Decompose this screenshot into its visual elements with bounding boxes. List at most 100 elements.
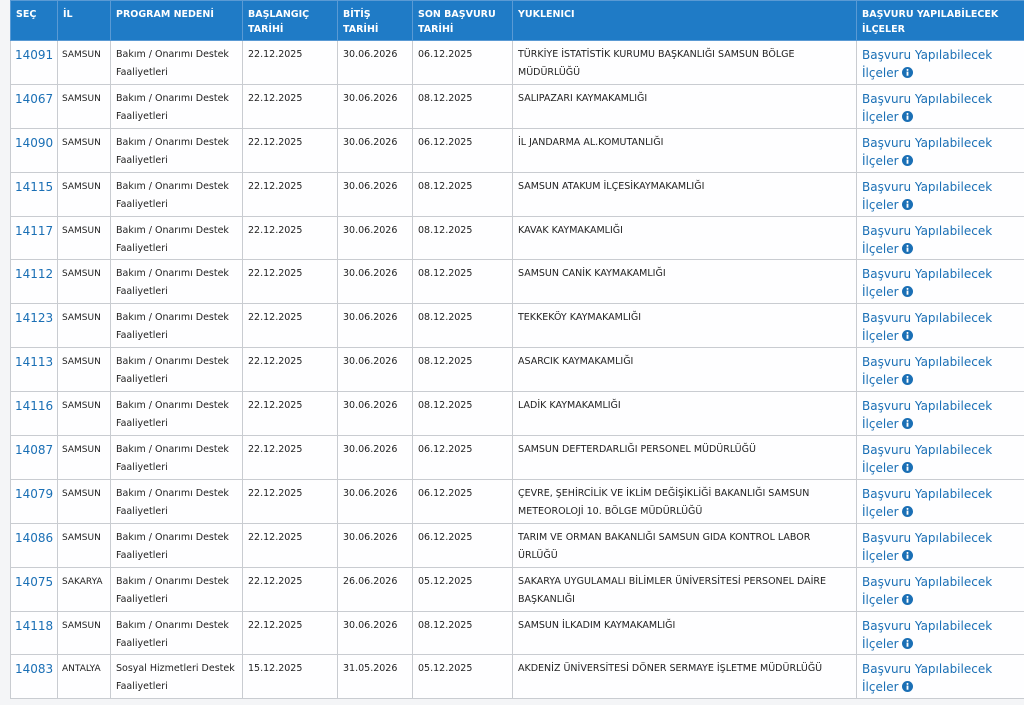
end-date-cell: 30.06.2026 bbox=[337, 391, 413, 437]
districts-link-cell: Başvuru Yapılabilecek İlçeler bbox=[856, 654, 1024, 700]
table-container: SEÇ İL PROGRAM NEDENİ BAŞLANGIÇ TARİHİ BİTİŞ… bbox=[10, 0, 1024, 700]
info-icon[interactable] bbox=[901, 286, 913, 298]
row-id[interactable]: 14115 bbox=[15, 179, 54, 194]
info-icon[interactable] bbox=[901, 462, 913, 474]
province: SAMSUN bbox=[62, 313, 101, 324]
info-icon[interactable] bbox=[901, 110, 913, 122]
deadline: 08.12.2025 bbox=[418, 224, 473, 236]
end-date-cell: 30.06.2026 bbox=[337, 259, 413, 305]
start-date-cell: 22.12.2025 bbox=[242, 83, 338, 129]
row-id[interactable]: 14079 bbox=[15, 486, 54, 501]
row-id[interactable]: 14118 bbox=[15, 618, 54, 633]
row-id-cell: 14087 bbox=[10, 435, 58, 480]
info-icon[interactable] bbox=[901, 330, 913, 342]
start-date-cell: 22.12.2025 bbox=[242, 40, 338, 85]
districts-link[interactable]: Başvuru Yapılabilecek İlçeler bbox=[862, 223, 993, 256]
row-id[interactable]: 14090 bbox=[15, 135, 54, 150]
districts-link[interactable]: Başvuru Yapılabilecek İlçeler bbox=[862, 574, 993, 607]
contractor-cell: SAMSUN İLKADIM KAYMAKAMLIĞI bbox=[512, 610, 857, 656]
districts-link[interactable]: Başvuru Yapılabilecek İlçeler bbox=[862, 399, 993, 432]
province: SAMSUN bbox=[62, 445, 101, 456]
start-date: 22.12.2025 bbox=[248, 444, 303, 456]
table-row: 14113 SAMSUN Bakım / Onarımı Destek Faaliy… bbox=[10, 347, 1024, 393]
program-reason: Sosyal Hizmetleri Destek Faaliyetleri bbox=[116, 663, 235, 693]
districts-link[interactable]: Başvuru Yapılabilecek İlçeler bbox=[862, 443, 993, 476]
info-icon[interactable] bbox=[901, 593, 913, 605]
deadline: 08.12.2025 bbox=[418, 619, 473, 631]
row-id[interactable]: 14116 bbox=[15, 399, 54, 414]
info-icon[interactable] bbox=[901, 242, 913, 254]
districts-link[interactable]: Başvuru Yapılabilecek İlçeler bbox=[862, 311, 993, 344]
column-header[interactable]: BİTİŞ TARİHİ bbox=[337, 0, 413, 41]
start-date-cell: 22.12.2025 bbox=[242, 215, 338, 261]
districts-link[interactable]: Başvuru Yapılabilecek İlçeler bbox=[862, 530, 993, 563]
districts-link[interactable]: Başvuru Yapılabilecek İlçeler bbox=[862, 355, 993, 388]
column-header[interactable]: İL bbox=[57, 0, 111, 41]
contractor: LADİK KAYMAKAMLIĞI bbox=[518, 400, 621, 412]
row-id[interactable]: 14087 bbox=[15, 443, 54, 458]
info-icon[interactable] bbox=[901, 681, 913, 693]
info-icon[interactable] bbox=[901, 198, 913, 210]
end-date-cell: 30.06.2026 bbox=[337, 83, 413, 129]
row-id[interactable]: 14123 bbox=[15, 311, 54, 326]
districts-link[interactable]: Başvuru Yapılabilecek İlçeler bbox=[862, 135, 993, 168]
start-date-cell: 22.12.2025 bbox=[242, 522, 338, 568]
row-id[interactable]: 14113 bbox=[15, 355, 54, 370]
deadline-cell: 06.12.2025 bbox=[412, 127, 513, 173]
column-header[interactable]: BAŞLANGIÇ TARİHİ bbox=[242, 0, 338, 41]
column-header[interactable]: BAŞVURU YAPILABİLECEK İLÇELER bbox=[856, 0, 1024, 41]
districts-link[interactable]: Başvuru Yapılabilecek İlçeler bbox=[862, 179, 993, 212]
table-row: 14123 SAMSUN Bakım / Onarımı Destek Faaliy… bbox=[10, 303, 1024, 349]
end-date: 31.05.2026 bbox=[343, 663, 398, 675]
districts-link[interactable]: Başvuru Yapılabilecek İlçeler bbox=[862, 662, 993, 695]
program-reason: Bakım / Onarımı Destek Faaliyetleri bbox=[116, 180, 229, 210]
row-id-cell: 14118 bbox=[10, 610, 58, 656]
row-id[interactable]: 14117 bbox=[15, 223, 54, 238]
start-date: 22.12.2025 bbox=[248, 180, 303, 192]
row-id[interactable]: 14112 bbox=[15, 267, 54, 282]
info-icon[interactable] bbox=[901, 154, 913, 166]
program-reason-cell: Bakım / Onarımı Destek Faaliyetleri bbox=[110, 610, 243, 656]
province-cell: SAKARYA bbox=[57, 566, 111, 612]
deadline-cell: 08.12.2025 bbox=[412, 391, 513, 437]
start-date: 22.12.2025 bbox=[248, 136, 303, 148]
start-date: 22.12.2025 bbox=[248, 575, 303, 587]
program-reason: Bakım / Onarımı Destek Faaliyetleri bbox=[116, 444, 229, 474]
info-icon[interactable] bbox=[901, 67, 913, 78]
row-id[interactable]: 14083 bbox=[15, 662, 54, 677]
info-icon[interactable] bbox=[901, 549, 913, 561]
program-reason-cell: Bakım / Onarımı Destek Faaliyetleri bbox=[110, 303, 243, 349]
info-icon[interactable] bbox=[901, 637, 913, 649]
start-date: 22.12.2025 bbox=[248, 487, 303, 499]
districts-link[interactable]: Başvuru Yapılabilecek İlçeler bbox=[862, 486, 993, 519]
deadline: 08.12.2025 bbox=[418, 400, 473, 412]
end-date-cell: 31.05.2026 bbox=[337, 654, 413, 700]
row-id[interactable]: 14086 bbox=[15, 530, 54, 545]
deadline: 06.12.2025 bbox=[418, 531, 473, 543]
deadline: 06.12.2025 bbox=[418, 49, 473, 60]
info-icon[interactable] bbox=[901, 374, 913, 386]
row-id[interactable]: 14067 bbox=[15, 91, 54, 106]
column-header[interactable]: PROGRAM NEDENİ bbox=[110, 0, 243, 41]
info-icon[interactable] bbox=[901, 418, 913, 430]
program-reason-cell: Sosyal Hizmetleri Destek Faaliyetleri bbox=[110, 654, 243, 700]
table-row: 14087 SAMSUN Bakım / Onarımı Destek Faaliy… bbox=[10, 435, 1024, 480]
column-header[interactable]: YUKLENICI bbox=[512, 0, 857, 41]
districts-link[interactable]: Başvuru Yapılabilecek İlçeler bbox=[862, 618, 993, 651]
row-id[interactable]: 14075 bbox=[15, 574, 54, 589]
province: SAMSUN bbox=[62, 50, 101, 60]
contractor: SAKARYA UYGULAMALI BİLİMLER ÜNİVERSİTESİ… bbox=[518, 575, 827, 605]
districts-link-cell: Başvuru Yapılabilecek İlçeler bbox=[856, 259, 1024, 305]
row-id-cell: 14083 bbox=[10, 654, 58, 700]
program-reason-cell: Bakım / Onarımı Destek Faaliyetleri bbox=[110, 522, 243, 568]
row-id[interactable]: 14091 bbox=[15, 48, 54, 62]
start-date: 22.12.2025 bbox=[248, 92, 303, 104]
districts-link[interactable]: Başvuru Yapılabilecek İlçeler bbox=[862, 91, 993, 124]
column-header[interactable]: SEÇ bbox=[10, 0, 58, 41]
districts-link[interactable]: Başvuru Yapılabilecek İlçeler bbox=[862, 48, 993, 80]
province-cell: SAMSUN bbox=[57, 171, 111, 217]
column-header[interactable]: SON BAŞVURU TARİHİ bbox=[412, 0, 513, 41]
districts-link[interactable]: Başvuru Yapılabilecek İlçeler bbox=[862, 267, 993, 300]
info-icon[interactable] bbox=[901, 505, 913, 517]
deadline-cell: 06.12.2025 bbox=[412, 522, 513, 568]
